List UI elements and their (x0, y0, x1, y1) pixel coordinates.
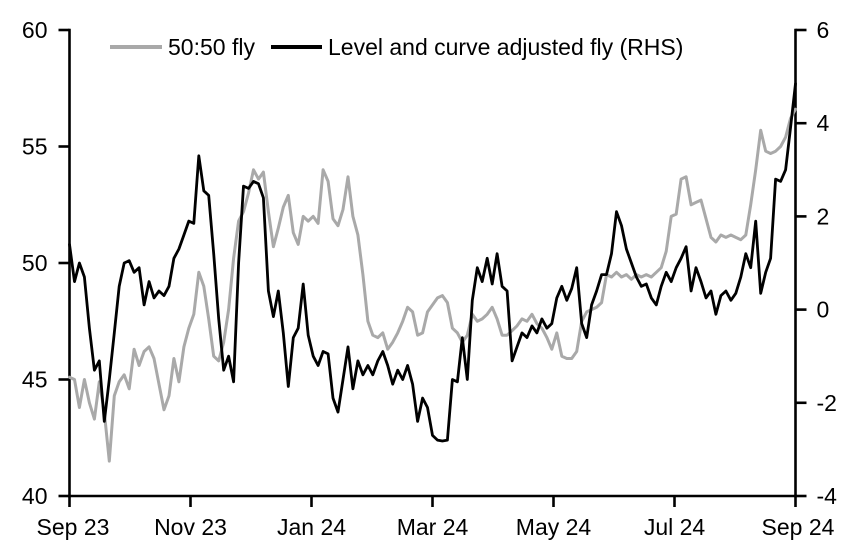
x-axis-tick-label: May 24 (516, 514, 592, 540)
x-axis-tick-label: Sep 24 (762, 514, 835, 540)
left-axis-tick-label: 60 (22, 17, 48, 43)
right-axis-tick-label: 2 (817, 203, 830, 229)
legend-line-gray (110, 45, 162, 49)
left-axis-tick-label: 45 (22, 367, 48, 393)
right-axis-tick-label: 4 (817, 110, 830, 136)
x-axis-tick-label: Jan 24 (277, 514, 346, 540)
series-5050-fly-line (68, 107, 797, 463)
x-axis-tick-label: Nov 23 (154, 514, 227, 540)
series-level-curve-fly-line (68, 82, 797, 443)
x-axis-tick-label: Jul 24 (644, 514, 706, 540)
left-axis-tick-label: 40 (22, 483, 48, 509)
legend-label-level-curve-fly: Level and curve adjusted fly (RHS) (328, 34, 684, 60)
right-axis-tick-label: -4 (817, 483, 838, 509)
left-axis-tick-label: 55 (22, 134, 48, 160)
legend-label-5050-fly: 50:50 fly (168, 34, 255, 60)
left-axis-tick-label: 50 (22, 250, 48, 276)
legend-line-black (271, 45, 322, 49)
x-axis-tick-label: Mar 24 (397, 514, 469, 540)
right-axis-tick-label: 6 (817, 17, 830, 43)
x-axis-tick-label: Sep 23 (37, 514, 110, 540)
right-axis-tick-label: 0 (817, 297, 830, 323)
right-axis-tick-label: -2 (817, 390, 837, 416)
